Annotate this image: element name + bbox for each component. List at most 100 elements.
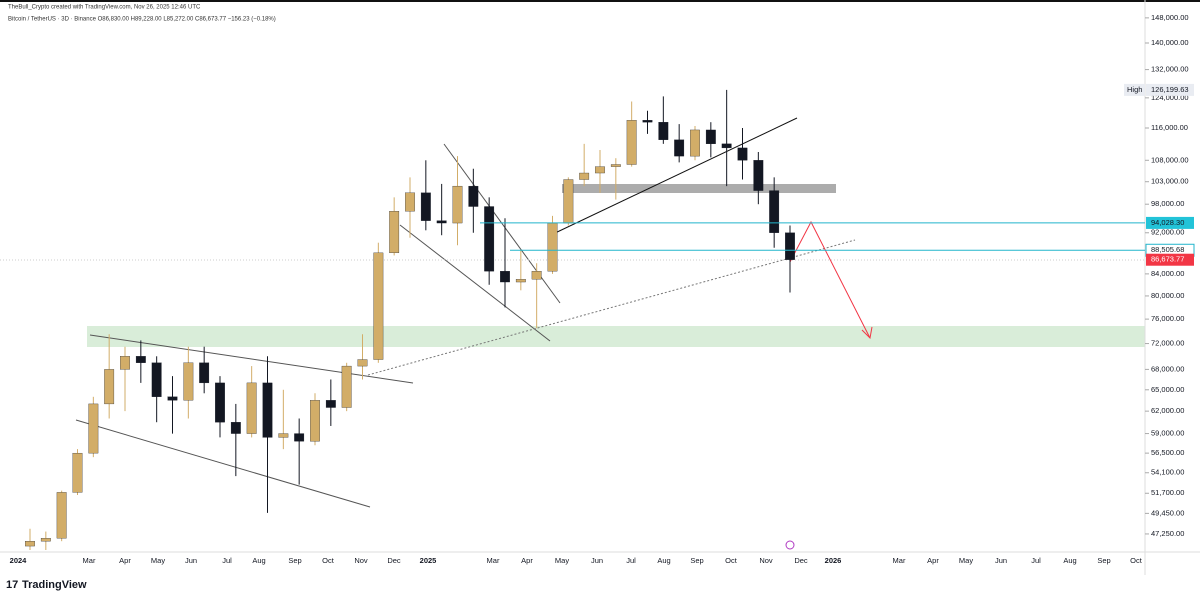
- candle-body: [658, 122, 669, 140]
- y-tick-label: 68,000.00: [1151, 364, 1184, 373]
- x-tick-label: May: [151, 556, 165, 565]
- candle-body: [230, 422, 241, 434]
- y-tick-label: 108,000.00: [1151, 155, 1189, 164]
- x-tick-label: Aug: [1063, 556, 1076, 565]
- top-border: [0, 0, 1200, 2]
- candle-body: [373, 252, 384, 360]
- candle-body: [769, 190, 780, 233]
- candle-body: [199, 362, 210, 384]
- candle-body: [215, 382, 225, 423]
- event-icon: [785, 540, 795, 550]
- x-tick-label: Jul: [222, 556, 232, 565]
- x-tick-label: Apr: [521, 556, 533, 565]
- price-tag-label: 86,673.77: [1151, 255, 1184, 264]
- x-tick-label: Sep: [690, 556, 703, 565]
- x-tick-label: Dec: [387, 556, 401, 565]
- wedge-top: [89, 334, 414, 384]
- y-tick-label: 80,000.00: [1151, 291, 1184, 300]
- x-tick-label: Jul: [1031, 556, 1041, 565]
- y-tick-label: 65,000.00: [1151, 385, 1184, 394]
- candle-body: [151, 362, 162, 397]
- y-tick-label: 62,000.00: [1151, 406, 1184, 415]
- x-tick-label: Mar: [893, 556, 906, 565]
- candle-body: [262, 382, 273, 438]
- x-tick-label: Nov: [759, 556, 773, 565]
- y-tick-label: 56,500.00: [1151, 448, 1184, 457]
- x-tick-label: Sep: [1097, 556, 1110, 565]
- candle-body: [610, 164, 621, 167]
- y-tick-label: 76,000.00: [1151, 314, 1184, 323]
- candle-body: [183, 362, 194, 401]
- candle-body: [25, 541, 35, 547]
- candle-body: [705, 129, 716, 145]
- y-tick-label: 103,000.00: [1151, 177, 1189, 186]
- x-tick-label: Oct: [322, 556, 335, 565]
- x-tick-label: Dec: [794, 556, 808, 565]
- candle-body: [500, 271, 510, 283]
- candle-body: [785, 232, 795, 260]
- candle-body: [690, 129, 700, 157]
- brand-logo: 17: [6, 579, 18, 591]
- x-tick-label: Aug: [252, 556, 265, 565]
- y-tick-label: 140,000.00: [1151, 38, 1189, 47]
- candle-body: [579, 172, 590, 180]
- y-tick-label: 54,100.00: [1151, 468, 1184, 477]
- candle-body: [484, 206, 495, 272]
- x-tick-label: Mar: [83, 556, 96, 565]
- y-tick-label: 98,000.00: [1151, 199, 1184, 208]
- candle-body: [357, 359, 368, 367]
- x-tick-label: Apr: [119, 556, 131, 565]
- x-tick-label: May: [959, 556, 973, 565]
- y-tick-label: 72,000.00: [1151, 339, 1184, 348]
- candle-body: [468, 185, 479, 207]
- support-zone: [87, 326, 1145, 347]
- price-tag: [1146, 83, 1194, 96]
- x-tick-label: Sep: [288, 556, 301, 565]
- candle-body: [341, 365, 352, 408]
- candle-body: [246, 382, 257, 434]
- x-tick-label: Jun: [591, 556, 603, 565]
- candle-body: [389, 211, 400, 254]
- candle-body: [420, 192, 431, 221]
- high-tag-label: High: [1127, 85, 1142, 94]
- wedge-bottom: [75, 419, 371, 508]
- candle-body: [753, 160, 764, 191]
- candle-body: [595, 166, 605, 174]
- candle-body: [72, 452, 83, 493]
- candle-body: [436, 220, 447, 224]
- candle-body: [563, 179, 574, 224]
- x-tick-label: Nov: [354, 556, 368, 565]
- footer: [0, 575, 1200, 599]
- x-tick-label: 2024: [10, 556, 28, 565]
- x-tick-label: Oct: [725, 556, 738, 565]
- candle-body: [721, 143, 732, 149]
- candle-body: [88, 403, 99, 454]
- candle-body: [674, 139, 685, 157]
- candle-body: [167, 396, 178, 401]
- x-tick-label: Jun: [995, 556, 1007, 565]
- dotted-trend: [367, 239, 856, 376]
- channel-bottom: [399, 224, 551, 342]
- y-tick-label: 49,450.00: [1151, 508, 1184, 517]
- x-tick-label: Jun: [185, 556, 197, 565]
- y-tick-label: 59,000.00: [1151, 429, 1184, 438]
- y-tick-label: 148,000.00: [1151, 13, 1189, 22]
- x-tick-label: 2025: [420, 556, 437, 565]
- candle-body: [325, 400, 336, 408]
- price-tag: [1146, 253, 1194, 266]
- candle-body: [104, 369, 115, 405]
- candle-body: [642, 120, 653, 123]
- price-tag-label: 126,199.63: [1151, 85, 1189, 94]
- y-tick-label: 51,700.00: [1151, 488, 1184, 497]
- x-tick-label: Jul: [626, 556, 636, 565]
- candle-body: [310, 400, 320, 442]
- price-tag-label: 94,028.30: [1151, 218, 1184, 227]
- author-line: TheBull_Crypto created with TradingView.…: [8, 5, 201, 11]
- candle-body: [531, 271, 542, 280]
- candle-body: [626, 120, 637, 165]
- candle-body: [120, 356, 130, 370]
- y-tick-label: 92,000.00: [1151, 228, 1184, 237]
- symbol-line: Bitcoin / TetherUS · 3D · Binance O86,83…: [8, 17, 276, 23]
- candle-body: [737, 147, 748, 161]
